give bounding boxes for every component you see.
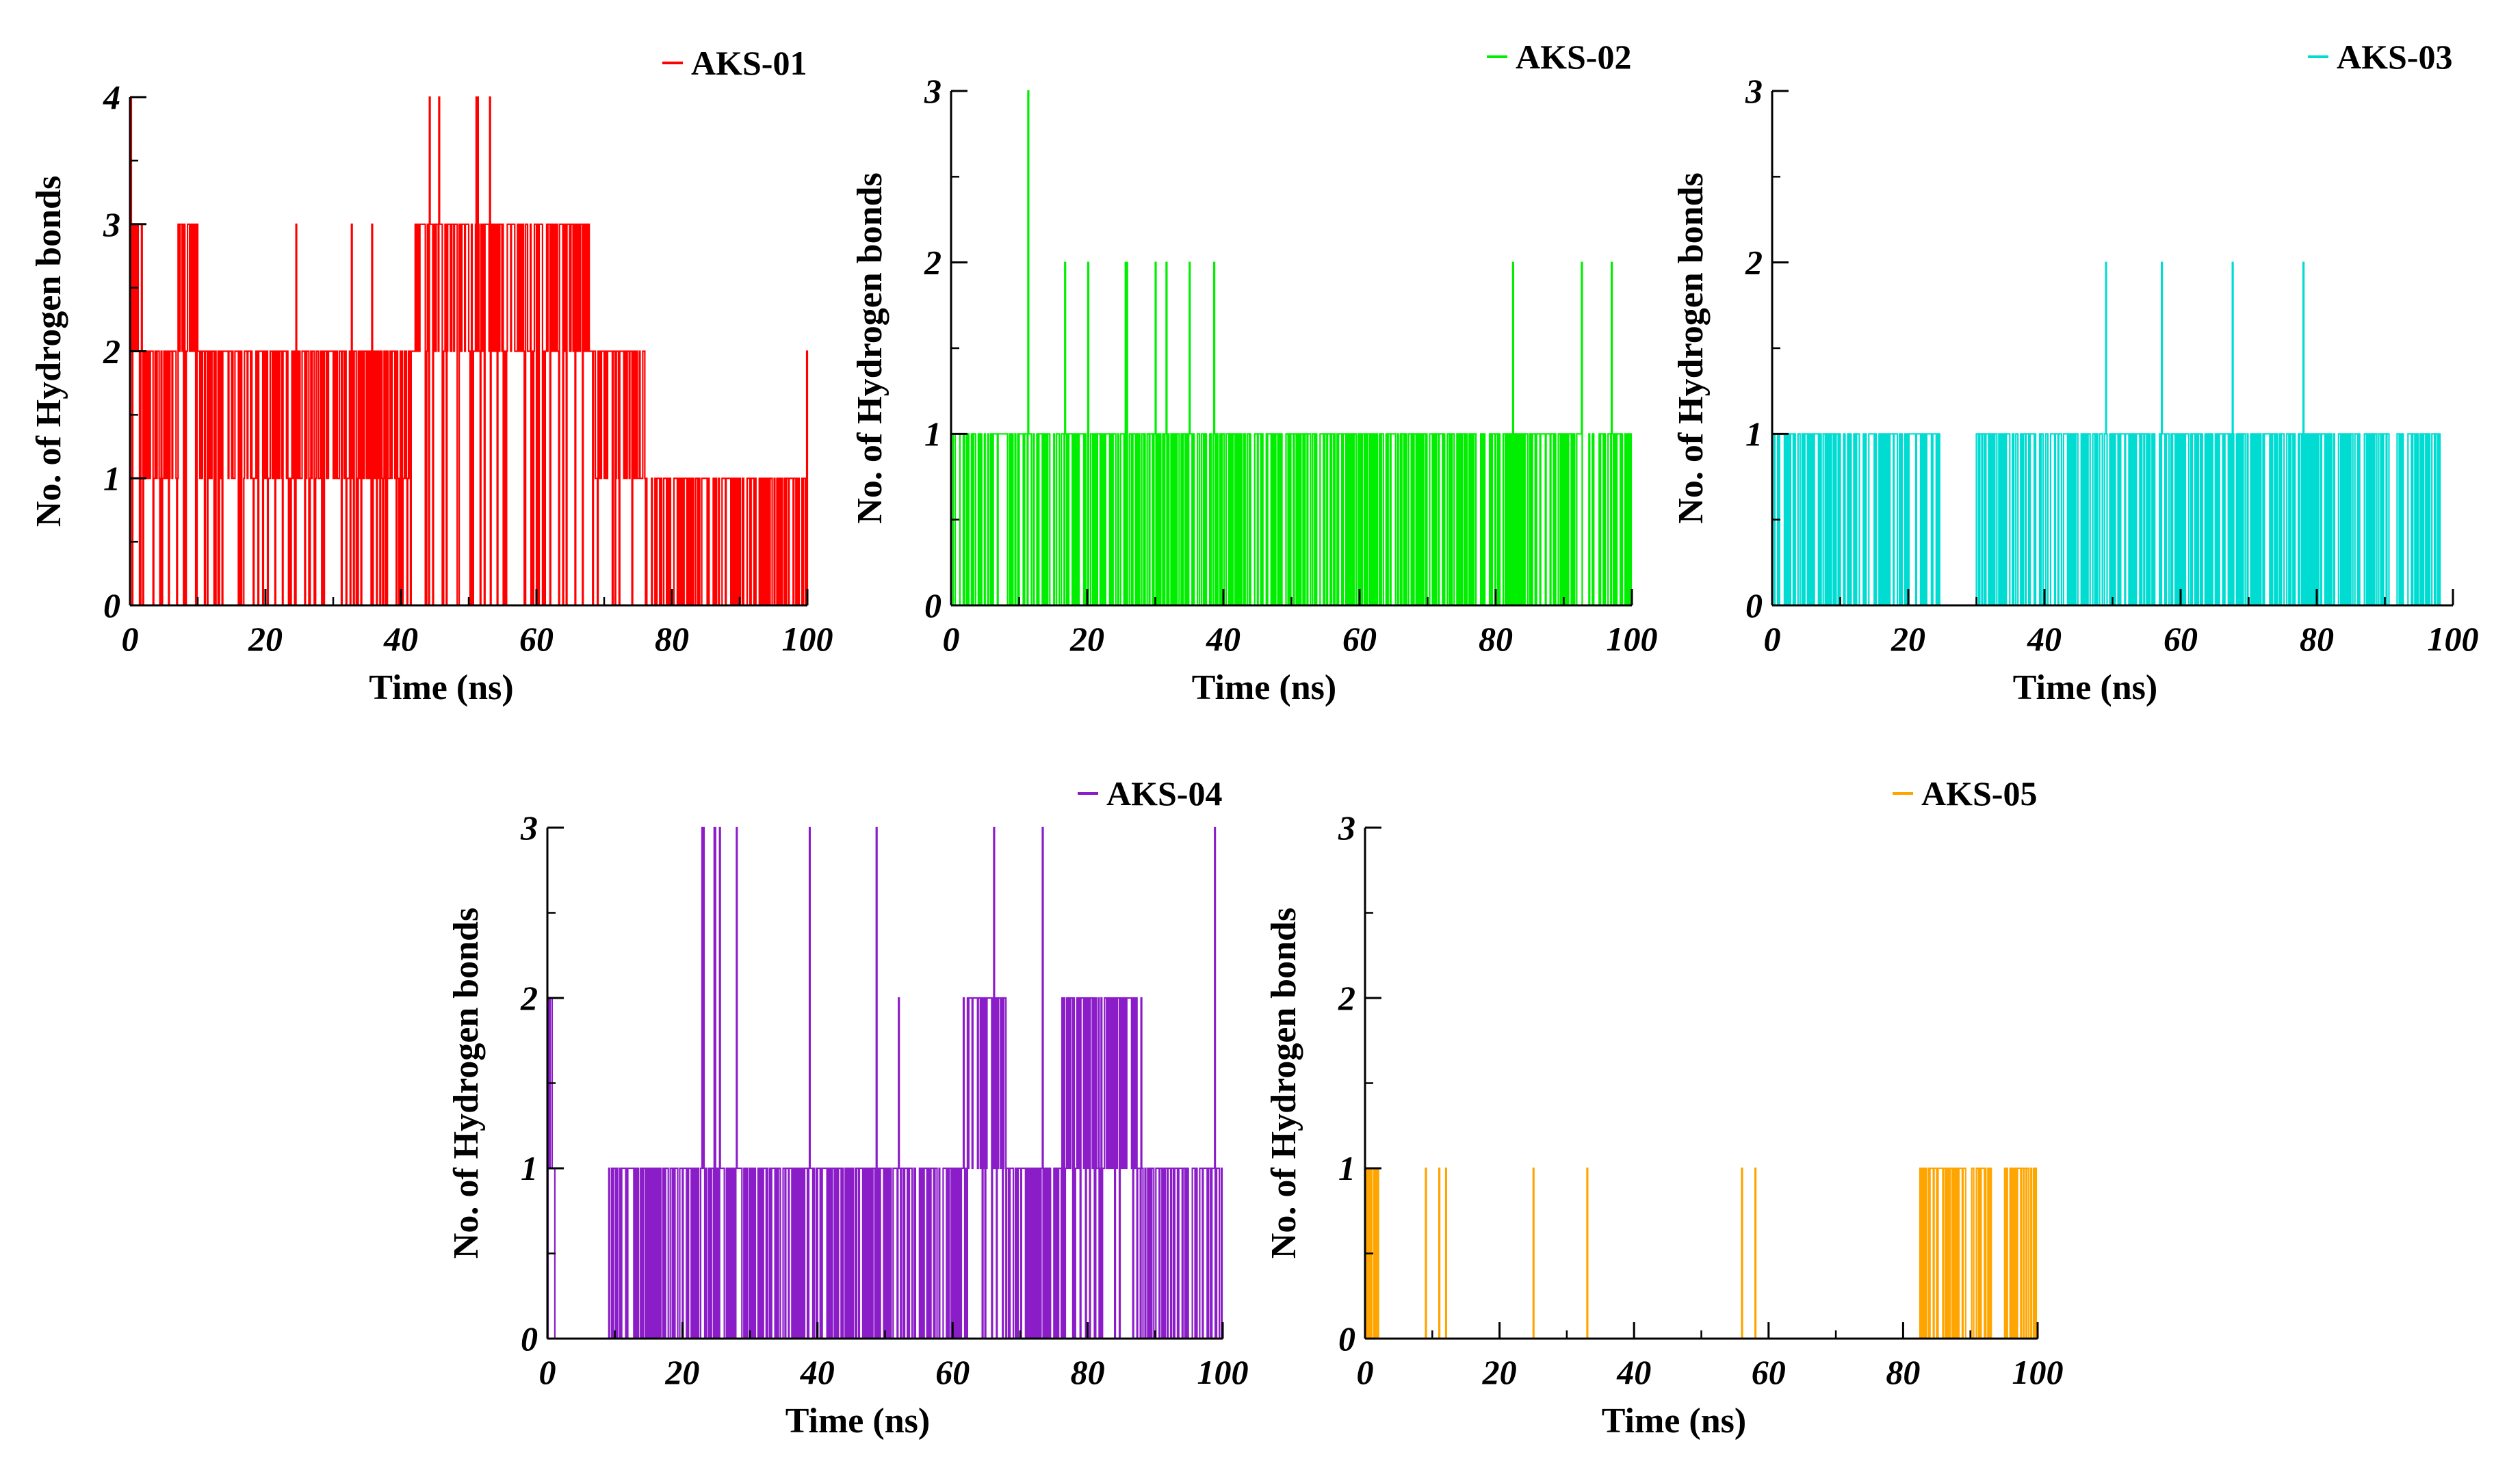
x-tick-label: 100 — [1607, 620, 1658, 658]
legend: AKS-03 — [2308, 38, 2452, 76]
x-axis-title: Time (ns) — [1602, 1402, 1746, 1441]
y-tick-label: 2 — [1338, 979, 1355, 1017]
y-tick-label: 1 — [103, 459, 120, 497]
x-tick-label: 60 — [2164, 620, 2198, 658]
legend: AKS-05 — [1893, 774, 2037, 813]
chart-panel-4: 0 1 2 3 0 20 40 60 80 100 Time (ns) No. of Hydrogen… — [447, 774, 1249, 1441]
series-line-aks-03 — [1772, 261, 2453, 607]
x-tick-label: 40 — [1616, 1353, 1651, 1391]
x-tick-label: 100 — [2428, 620, 2479, 658]
legend-label: AKS-05 — [1921, 774, 2037, 813]
chart-panel-3: 0 1 2 3 0 20 40 60 80 100 Time (ns) No. of Hydrogen… — [1672, 38, 2479, 707]
chart-panel-5: 0 1 2 3 0 20 40 60 80 100 Time (ns) No. of Hydrogen… — [1264, 774, 2064, 1441]
y-tick-label: 0 — [1745, 586, 1763, 625]
x-tick-label: 40 — [2027, 620, 2062, 658]
x-tick-label: 0 — [943, 620, 960, 658]
x-tick-label: 100 — [2012, 1353, 2064, 1391]
x-tick-label: 40 — [800, 1353, 835, 1391]
y-tick-label: 0 — [924, 586, 941, 625]
y-tick-label: 2 — [520, 979, 538, 1017]
legend-label: AKS-03 — [2337, 38, 2452, 76]
y-tick-label: 2 — [1745, 244, 1763, 282]
y-tick-label: 0 — [103, 586, 120, 625]
x-tick-label: 80 — [2300, 620, 2334, 658]
legend-label: AKS-02 — [1516, 38, 1631, 76]
x-tick-label: 60 — [935, 1353, 970, 1391]
y-tick-label: 1 — [1338, 1149, 1355, 1187]
y-tick-label: 1 — [924, 415, 941, 453]
legend-label: AKS-04 — [1106, 774, 1222, 813]
y-tick-label: 2 — [924, 244, 941, 282]
x-tick-label: 60 — [519, 620, 554, 658]
x-tick-label: 0 — [1357, 1353, 1374, 1391]
x-tick-label: 80 — [1071, 1353, 1105, 1391]
y-axis-title: No. of Hydrogen bonds — [1264, 908, 1303, 1259]
x-tick-label: 80 — [655, 620, 689, 658]
legend: AKS-02 — [1487, 38, 1631, 76]
series-line-aks-05 — [1364, 1167, 2038, 1340]
x-tick-label: 20 — [1891, 620, 1925, 658]
y-tick-label: 3 — [520, 809, 538, 847]
y-tick-label: 3 — [1338, 809, 1355, 847]
x-tick-label: 20 — [664, 1353, 699, 1391]
x-tick-label: 0 — [122, 620, 139, 658]
x-tick-label: 80 — [1479, 620, 1513, 658]
legend: AKS-04 — [1078, 774, 1222, 813]
x-tick-label: 20 — [248, 620, 283, 658]
x-tick-label: 60 — [1752, 1353, 1786, 1391]
y-tick-label: 3 — [1745, 72, 1763, 110]
x-tick-label: 60 — [1342, 620, 1377, 658]
x-tick-label: 0 — [539, 1353, 556, 1391]
x-tick-label: 80 — [1886, 1353, 1920, 1391]
legend: AKS-01 — [662, 44, 807, 82]
x-tick-label: 20 — [1069, 620, 1104, 658]
x-axis-title: Time (ns) — [2013, 668, 2157, 707]
y-axis-title: No. of Hydrogen bonds — [447, 908, 486, 1259]
y-tick-label: 4 — [103, 78, 120, 116]
x-tick-label: 40 — [383, 620, 418, 658]
legend-label: AKS-01 — [691, 44, 807, 82]
x-tick-label: 40 — [1206, 620, 1240, 658]
y-tick-label: 1 — [521, 1149, 538, 1187]
y-tick-label: 3 — [103, 205, 120, 244]
y-axis-title: No. of Hydrogen bonds — [1672, 172, 1711, 523]
y-axis-title: No. of Hydrogen bonds — [850, 172, 889, 523]
x-tick-label: 20 — [1482, 1353, 1517, 1391]
y-tick-label: 3 — [924, 72, 941, 110]
x-tick-label: 100 — [1197, 1353, 1249, 1391]
y-tick-label: 1 — [1745, 415, 1763, 453]
y-tick-label: 0 — [521, 1319, 538, 1358]
y-tick-label: 2 — [103, 332, 120, 371]
series-line-aks-02 — [951, 90, 1633, 607]
x-tick-label: 100 — [782, 620, 833, 658]
series-line-aks-01 — [129, 96, 809, 607]
series-line-aks-04 — [547, 826, 1223, 1340]
x-axis-title: Time (ns) — [1192, 668, 1336, 707]
x-axis-title: Time (ns) — [369, 668, 513, 707]
y-tick-label: 0 — [1338, 1319, 1355, 1358]
chart-panel-2: 0 1 2 3 0 20 40 60 80 100 Time (ns) No. of Hydrogen… — [850, 38, 1658, 707]
x-tick-label: 0 — [1764, 620, 1781, 658]
y-axis-title: No. of Hydrogen bonds — [29, 176, 68, 527]
x-axis-title: Time (ns) — [785, 1402, 930, 1441]
